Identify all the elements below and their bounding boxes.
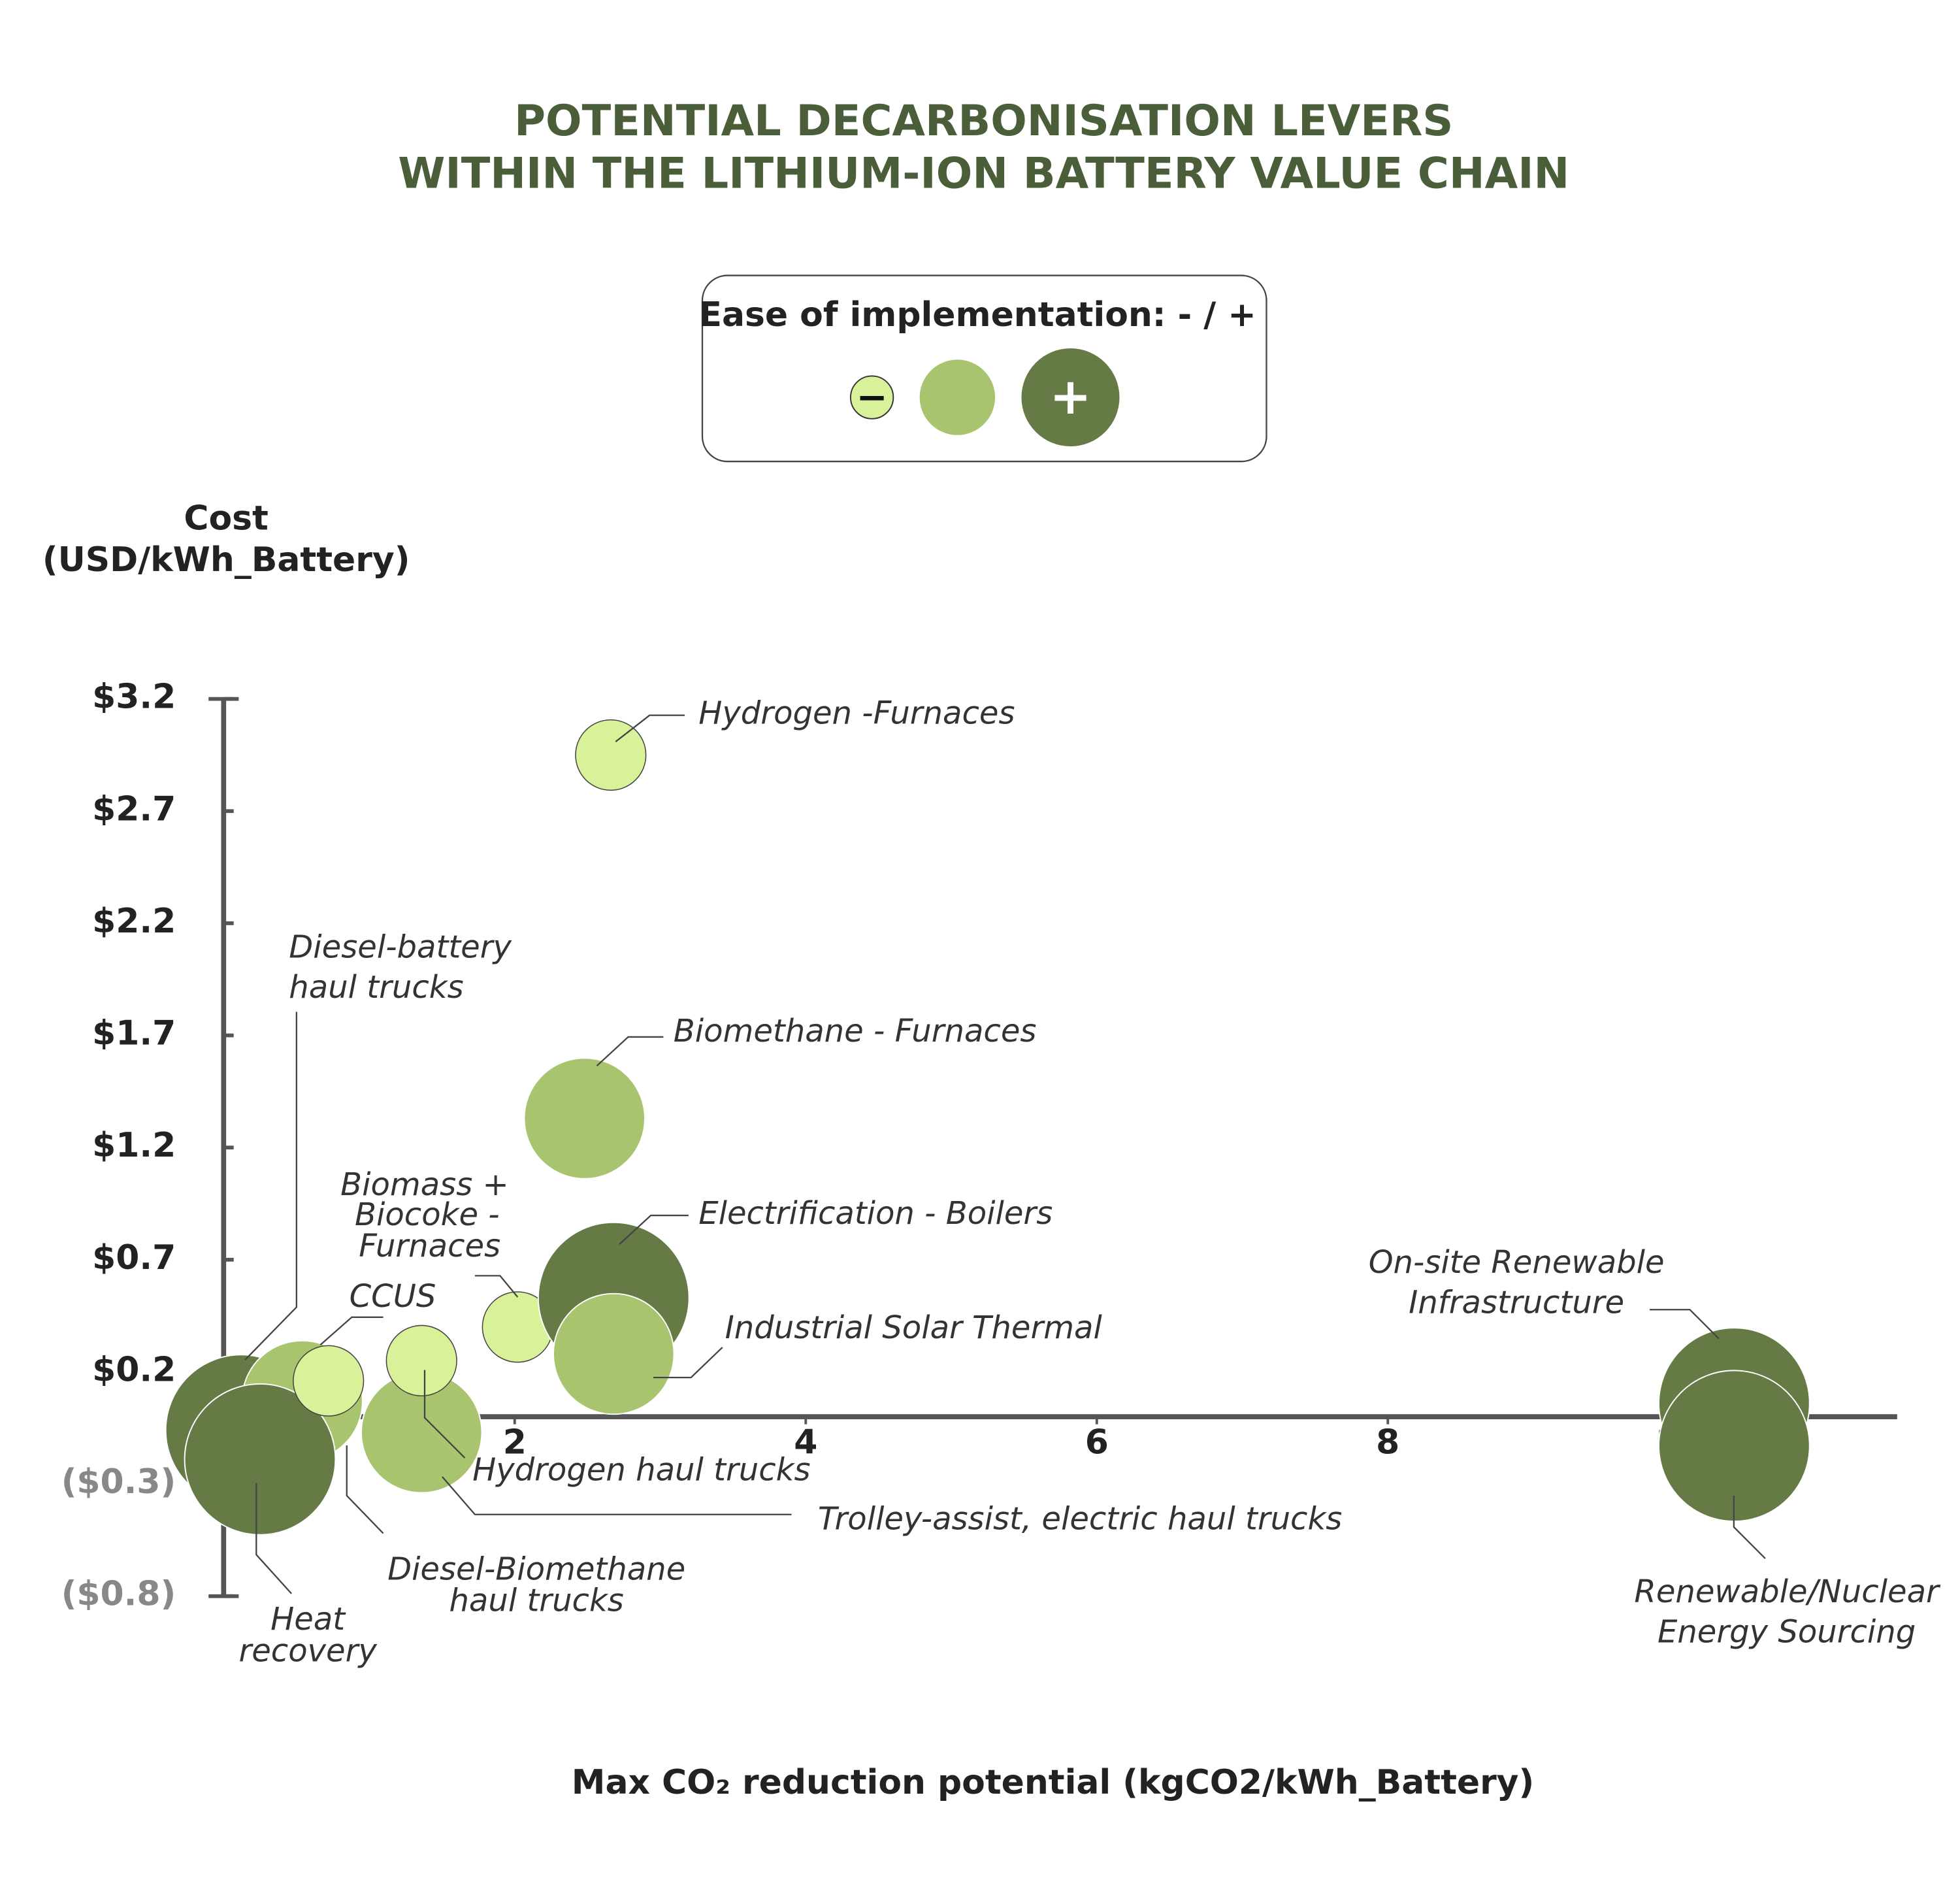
leader-line bbox=[255, 1483, 293, 1594]
leader-line bbox=[1733, 1495, 1766, 1559]
bubble-label: Diesel-Biomethane bbox=[387, 1551, 685, 1587]
y-axis-title: (USD/kWh_Battery) bbox=[42, 540, 410, 580]
legend-marker bbox=[1021, 348, 1120, 447]
x-axis-title: Max CO₂ reduction potential (kgCO2/kWh_B… bbox=[572, 1763, 1534, 1802]
x-tick-label: 8 bbox=[1376, 1423, 1399, 1462]
bubble bbox=[184, 1383, 336, 1536]
x-tick-label: 2 bbox=[503, 1423, 527, 1462]
bubble-label: recovery bbox=[238, 1632, 377, 1669]
bubble-label: Biomethane - Furnaces bbox=[674, 1013, 1037, 1049]
y-tick-label: $2.2 bbox=[92, 902, 176, 941]
chart-title: WITHIN THE LITHIUM-ION BATTERY VALUE CHA… bbox=[398, 149, 1569, 199]
leader-line bbox=[619, 1214, 689, 1245]
bubble-label: Hydrogen haul trucks bbox=[472, 1451, 810, 1488]
bubble-label: Infrastructure bbox=[1409, 1285, 1624, 1321]
legend-marker bbox=[919, 359, 996, 435]
bubble-label: Furnaces bbox=[359, 1228, 500, 1264]
y-tick-label: $1.2 bbox=[92, 1126, 176, 1165]
chart-title: POTENTIAL DECARBONISATION LEVERS bbox=[514, 96, 1453, 146]
leader-line bbox=[474, 1275, 519, 1298]
bubble-label: Electrification - Boilers bbox=[698, 1195, 1053, 1232]
leader-line bbox=[1650, 1309, 1720, 1340]
leader-line bbox=[653, 1347, 723, 1379]
bubble-label: Industrial Solar Thermal bbox=[725, 1309, 1103, 1346]
legend-title: Ease of implementation: - / + bbox=[699, 295, 1256, 335]
bubble-label: Trolley-assist, electric haul trucks bbox=[818, 1500, 1342, 1537]
bubble bbox=[293, 1345, 365, 1417]
bubble-label: Hydrogen -Furnaces bbox=[698, 695, 1015, 732]
bubble bbox=[523, 1057, 645, 1179]
leader-line bbox=[442, 1476, 792, 1515]
legend-label: + bbox=[1049, 368, 1091, 426]
x-tick-label: 6 bbox=[1085, 1423, 1109, 1462]
bubble-label: haul trucks bbox=[289, 969, 463, 1006]
leader-line bbox=[244, 1012, 297, 1360]
y-tick-label: $1.7 bbox=[92, 1014, 176, 1053]
bubble-label: Diesel-battery bbox=[289, 929, 512, 965]
bubble-label: Biomass + bbox=[340, 1166, 509, 1203]
y-tick-label: ($0.3) bbox=[61, 1462, 176, 1502]
leader-line bbox=[346, 1445, 384, 1534]
y-tick-label: $3.2 bbox=[92, 678, 176, 717]
bubble-label: Biocoke - bbox=[355, 1196, 500, 1233]
legend-marker bbox=[849, 375, 894, 420]
y-tick-label: $2.7 bbox=[92, 789, 176, 829]
bubble bbox=[385, 1325, 457, 1396]
bubble-label: Heat bbox=[270, 1601, 346, 1638]
bubble-label: On-site Renewable bbox=[1369, 1244, 1665, 1281]
leader-line bbox=[615, 714, 685, 742]
bubble-label: haul trucks bbox=[449, 1582, 623, 1619]
leader-line bbox=[596, 1036, 664, 1067]
y-tick-label: $0.2 bbox=[92, 1350, 176, 1389]
leader-line bbox=[423, 1370, 466, 1459]
y-axis-title: Cost bbox=[184, 499, 268, 538]
bubble-label: CCUS bbox=[350, 1278, 436, 1315]
bubble-label: Renewable/Nuclear bbox=[1634, 1573, 1941, 1610]
bubble-label: Energy Sourcing bbox=[1658, 1613, 1916, 1650]
x-tick-label: 4 bbox=[794, 1423, 817, 1462]
legend-box bbox=[701, 274, 1267, 463]
leader-line bbox=[319, 1316, 384, 1345]
legend-label: − bbox=[856, 375, 887, 420]
bubble bbox=[575, 719, 647, 791]
y-tick-label: $0.7 bbox=[92, 1238, 176, 1277]
y-tick-label: ($0.8) bbox=[61, 1575, 176, 1614]
bubble bbox=[552, 1292, 675, 1415]
